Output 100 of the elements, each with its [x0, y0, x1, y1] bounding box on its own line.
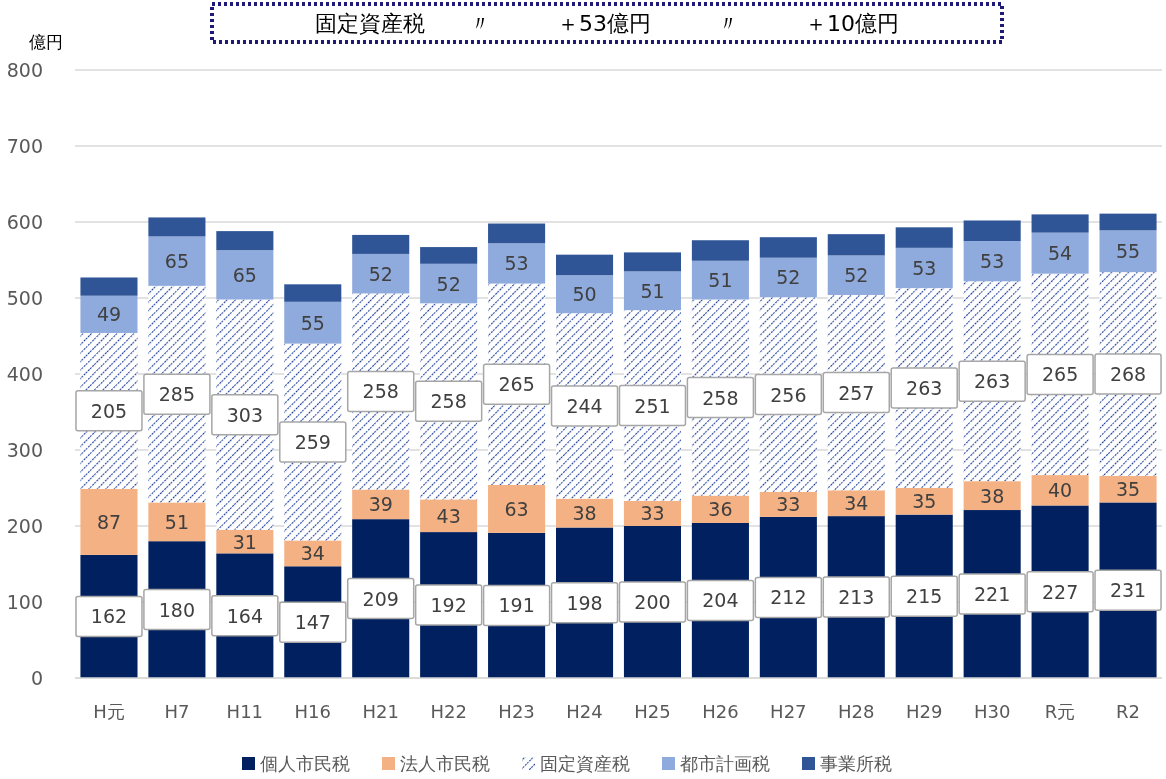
data-label: 39 — [368, 493, 393, 516]
bar — [80, 295, 138, 333]
data-label: 49 — [96, 303, 122, 326]
y-axis-title: 億円 — [29, 32, 63, 52]
data-label: 52 — [844, 264, 869, 287]
bar — [895, 488, 953, 515]
bar — [420, 263, 478, 304]
x-tick-label: H24 — [566, 701, 603, 722]
bar — [827, 255, 885, 295]
bar — [284, 284, 342, 302]
data-label: 65 — [164, 250, 189, 273]
data-label: 251 — [634, 394, 671, 417]
y-tick-label: 0 — [30, 667, 43, 689]
x-tick-label: H28 — [838, 701, 875, 722]
bar — [216, 231, 274, 251]
y-tick-label: 200 — [6, 515, 43, 537]
bar — [895, 227, 953, 248]
data-label: 35 — [1115, 478, 1141, 501]
data-label: 258 — [430, 390, 467, 413]
bar — [284, 301, 342, 344]
x-tick-label: R2 — [1116, 701, 1141, 722]
data-label: 263 — [906, 377, 943, 400]
data-label: 33 — [640, 502, 665, 525]
data-label: 53 — [980, 250, 1005, 273]
data-label: 198 — [566, 591, 603, 614]
data-label: 227 — [1041, 580, 1079, 603]
bar — [488, 484, 546, 533]
x-tick-label: H7 — [164, 701, 190, 722]
data-label: 204 — [702, 589, 739, 612]
y-tick-label: 800 — [6, 59, 43, 81]
data-label: 34 — [844, 492, 869, 515]
y-tick-label: 400 — [6, 363, 43, 385]
bar — [420, 499, 478, 533]
bar — [420, 247, 478, 264]
data-label: 265 — [498, 373, 535, 396]
data-label: 268 — [1109, 363, 1147, 385]
bar — [963, 241, 1021, 282]
data-label: 213 — [838, 586, 875, 609]
data-label: 256 — [770, 383, 807, 406]
data-label: 303 — [226, 403, 263, 426]
data-label: 63 — [504, 497, 529, 520]
data-label: 34 — [300, 542, 325, 565]
bar — [216, 250, 274, 300]
x-tick-label: R元 — [1044, 701, 1076, 722]
bar — [623, 271, 681, 311]
data-label: 54 — [1048, 242, 1073, 265]
data-label: 258 — [362, 380, 399, 403]
bar — [352, 234, 410, 254]
data-label: 205 — [90, 399, 128, 422]
data-label: 38 — [572, 502, 597, 525]
bar — [759, 237, 817, 258]
bar — [488, 223, 546, 244]
data-label: 192 — [430, 594, 467, 617]
data-label: 221 — [974, 583, 1011, 606]
bar — [623, 252, 681, 272]
data-label: 52 — [776, 266, 801, 289]
data-label: 53 — [912, 256, 937, 279]
legend-label: 事業所税 — [820, 753, 892, 774]
bar — [1031, 214, 1089, 233]
x-tick-label: H11 — [226, 701, 264, 722]
data-label: 38 — [980, 484, 1005, 507]
bar — [284, 540, 342, 567]
bar — [80, 488, 138, 555]
data-label: 244 — [566, 394, 603, 417]
bar — [148, 236, 206, 286]
data-label: 65 — [232, 263, 257, 286]
bar — [1031, 232, 1089, 274]
data-label: 51 — [708, 269, 733, 292]
legend-label: 個人市民税 — [260, 753, 350, 774]
data-label: 200 — [634, 591, 671, 613]
bar — [1099, 230, 1157, 273]
data-label: 231 — [1109, 579, 1147, 602]
bar — [556, 275, 614, 314]
data-label: 53 — [504, 252, 529, 275]
data-label: 40 — [1048, 479, 1073, 502]
x-tick-label: H21 — [362, 701, 399, 722]
data-label: 257 — [838, 381, 875, 404]
data-label: 52 — [368, 262, 393, 285]
x-tick-label: H26 — [702, 701, 739, 722]
bar — [895, 247, 953, 289]
bar — [488, 243, 546, 284]
bar — [827, 234, 885, 256]
y-tick-label: 300 — [6, 439, 43, 461]
bar — [759, 257, 817, 298]
data-label: 36 — [708, 498, 733, 521]
bar — [80, 277, 138, 296]
data-label: 191 — [498, 594, 535, 617]
data-label: 87 — [96, 510, 122, 533]
x-tick-label: H16 — [294, 701, 332, 722]
data-label: 55 — [1115, 240, 1141, 263]
data-label: 215 — [906, 585, 943, 608]
x-tick-label: H30 — [973, 701, 1011, 722]
data-label: 50 — [572, 283, 597, 306]
bar — [556, 254, 614, 276]
y-tick-label: 500 — [6, 287, 43, 309]
annotation: 固定資産税 〃 ＋53億円 〃 ＋10億円 — [210, 2, 1004, 44]
y-tick-label: 700 — [6, 135, 43, 157]
data-label: 263 — [974, 370, 1011, 393]
bar — [148, 217, 206, 237]
data-label: 259 — [294, 431, 331, 454]
